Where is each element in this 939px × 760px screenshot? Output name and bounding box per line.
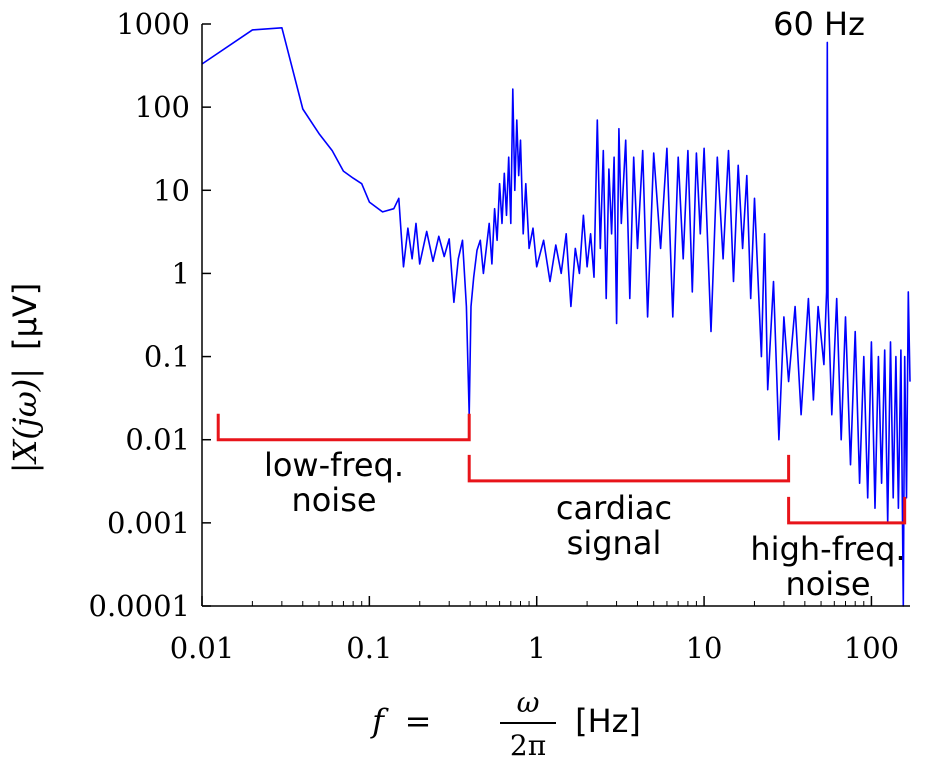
svg-text:|X(jω)| [μV]: |X(jω)| [μV] [6, 283, 44, 474]
x-tick-label: 100 [844, 631, 899, 665]
cardiac-bracket [467, 454, 791, 483]
x-tick-label: 0.1 [346, 631, 392, 665]
annotation-low-freq-line1: low-freq. [264, 446, 404, 484]
x-axis-label-f: f [370, 702, 389, 740]
y-tick-label: 1 [172, 256, 190, 290]
x-axis-label-numerator: ω [517, 686, 540, 719]
annotation-cardiac-line2: signal [567, 524, 662, 562]
y-tick-label: 10 [153, 173, 190, 207]
x-tick-label: 0.01 [170, 631, 235, 665]
y-tick-label: 0.01 [125, 423, 190, 457]
x-axis-label-eq: = [405, 702, 432, 740]
high-freq-bracket [787, 496, 907, 525]
annotation-high-freq-line2: noise [785, 565, 870, 603]
y-tick-label: 0.0001 [89, 589, 190, 623]
annotation-60hz: 60 Hz [773, 5, 865, 43]
y-tick-label: 0.001 [107, 506, 190, 540]
y-axis-label: |X(jω)| [μV] [6, 283, 44, 474]
x-axis-label-denominator: 2π [510, 729, 546, 760]
plot-area [201, 27, 911, 607]
x-axis-label: f = ω 2π [Hz] [370, 686, 641, 760]
x-tick-label: 1 [527, 631, 545, 665]
low-freq-bracket [216, 413, 471, 442]
spectrum-line [201, 27, 911, 607]
y-tick-label: 100 [135, 90, 190, 124]
y-axis-label-unit: [μV] [6, 283, 44, 350]
x-tick-label: 10 [686, 631, 723, 665]
y-tick-label: 1000 [116, 7, 190, 41]
y-axis-label-math: |X(jω)| [6, 368, 44, 473]
x-axis-label-unit: [Hz] [575, 702, 641, 740]
axes: 1000 100 10 1 0.1 0.01 0.001 0.0001 0.01 0.1 1 10 10… [89, 7, 910, 665]
annotation-low-freq-line2: noise [291, 481, 376, 519]
annotation-high-freq-line1: high-freq. [750, 530, 905, 568]
y-tick-label: 0.1 [144, 340, 190, 374]
annotation-cardiac-line1: cardiac [556, 489, 672, 527]
